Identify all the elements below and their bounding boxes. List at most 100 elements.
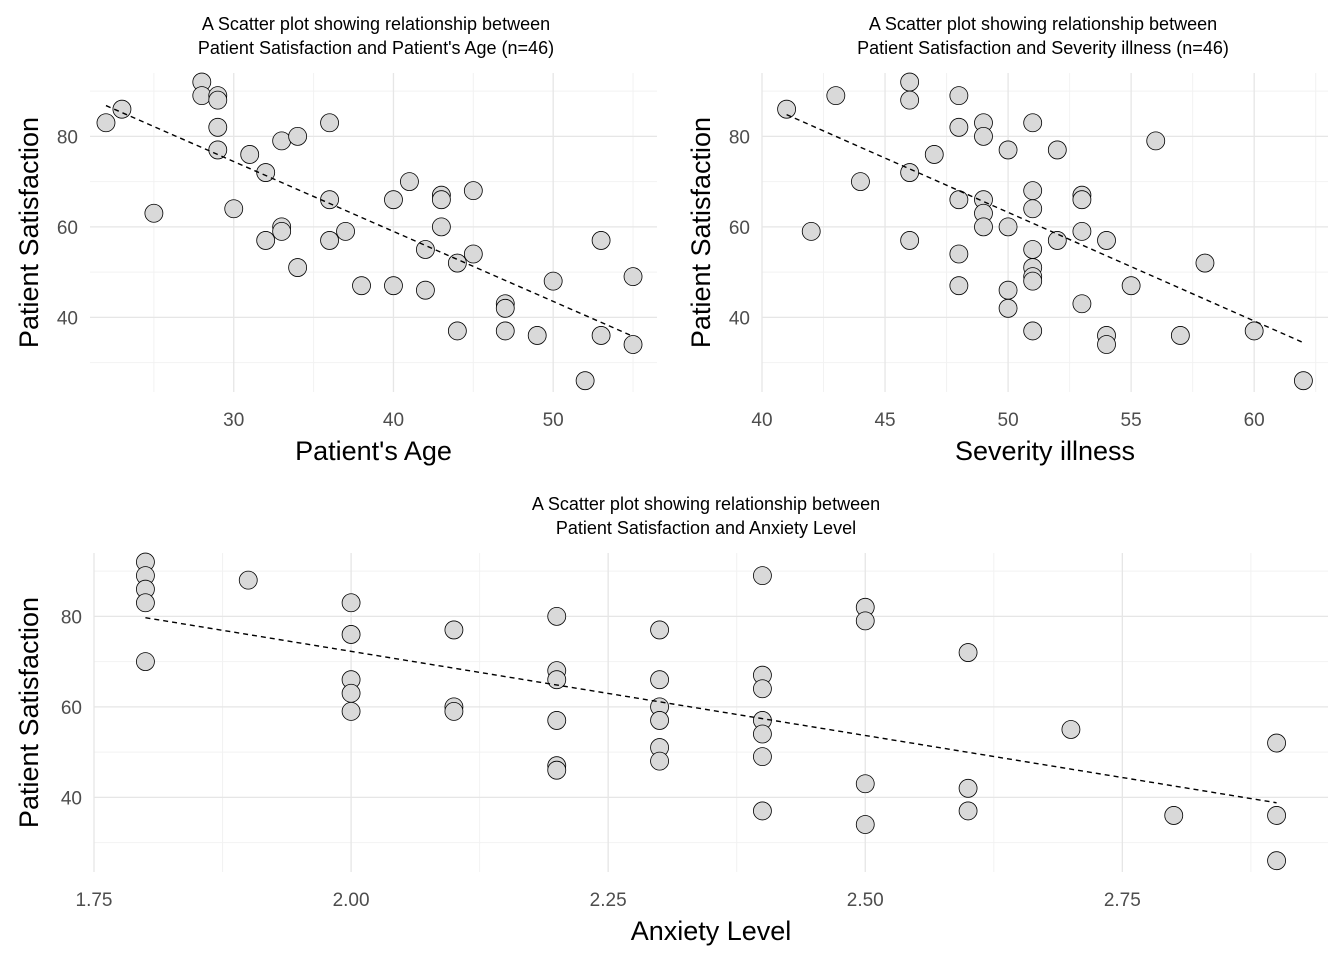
data-point [900,72,920,92]
x-axis-label: Anxiety Level [631,916,792,946]
data-point [495,321,515,341]
data-point [650,751,669,771]
data-point [320,190,339,210]
x-tick-label: 1.75 [76,890,113,911]
data-point [192,86,212,106]
data-point [463,244,483,264]
data-point [958,643,978,662]
data-point [1061,720,1081,739]
data-point [384,276,403,296]
data-point [447,321,467,341]
y-tick-label: 80 [57,127,78,148]
y-tick-label: 40 [61,788,82,809]
data-point [1267,806,1286,825]
data-point [256,163,276,182]
data-point [949,117,969,137]
data-point [855,774,875,794]
y-tick-label: 80 [61,607,82,628]
data-point [341,625,361,644]
data-point [591,231,611,250]
data-point [623,335,643,354]
data-point [112,99,132,119]
data-point [1023,199,1043,219]
data-point [650,620,669,640]
data-point [1023,181,1043,201]
x-tick-label: 40 [383,410,404,431]
data-point [753,566,772,586]
data-point [974,126,993,146]
data-point [900,231,920,250]
data-point [1146,131,1166,151]
data-point [547,670,567,690]
data-point [958,778,978,798]
x-tick-label: 40 [751,410,772,431]
chart-title-line-1: A Scatter plot showing relationship betw… [202,14,550,34]
data-point [288,258,308,277]
data-point [416,280,435,300]
x-tick-label: 60 [1244,410,1265,431]
data-point [341,593,361,613]
data-point [136,652,155,671]
data-point [208,117,228,137]
data-point [431,217,451,237]
data-point [547,711,567,730]
chart-title-line-2: Patient Satisfaction and Severity illnes… [857,38,1229,58]
data-point [650,711,669,730]
data-point [1097,231,1116,250]
data-point [1293,371,1313,391]
data-point [384,190,403,210]
data-point [949,244,969,264]
x-tick-label: 55 [1121,410,1142,431]
data-point [224,199,244,219]
data-point [777,99,797,119]
data-point [998,280,1018,300]
data-point [826,86,846,106]
data-point [575,371,595,391]
data-point [136,593,155,613]
data-point [352,276,371,296]
chart-panel-2: 40 45 50 55 60 40 60 80 A Scatter plot showing r… [686,14,1328,466]
y-axis-label: Patient Satisfaction [14,117,44,348]
data-point [1244,321,1264,341]
data-point [1072,221,1092,241]
data-point [527,326,547,345]
data-point [547,760,567,780]
y-axis-label: Patient Satisfaction [14,597,44,828]
data-point [591,326,611,345]
x-tick-label: 2.25 [590,890,627,911]
x-tick-label: 2.75 [1104,890,1141,911]
data-points [777,72,1313,391]
data-point [1121,276,1141,296]
data-point [1164,806,1184,825]
data-point [949,190,969,210]
trend-line [145,617,1277,804]
chart-title-line-2: Patient Satisfaction and Patient's Age (… [198,38,554,58]
data-point [256,231,276,250]
data-point [547,606,567,626]
data-point [851,172,870,191]
data-point [949,86,969,106]
y-tick-label: 40 [729,308,750,329]
data-point [1267,851,1286,871]
data-point [753,679,772,699]
data-point [288,126,308,146]
data-point [753,801,772,821]
data-point [444,620,464,640]
chart-panel-3: 1.75 2.00 2.25 2.50 2.75 40 60 80 A Scatter plot… [14,494,1328,946]
data-point [431,190,451,210]
chart-title-line-1: A Scatter plot showing relationship betw… [532,494,880,514]
data-point [753,724,772,744]
x-tick-label: 45 [874,410,895,431]
y-axis-label: Patient Satisfaction [686,117,716,348]
data-point [801,221,821,241]
data-point [444,701,464,721]
data-point [900,90,920,110]
chart-title-line-2: Patient Satisfaction and Anxiety Level [556,518,856,538]
data-point [1047,140,1067,160]
data-point [1023,240,1043,259]
data-point [1195,253,1215,273]
data-point [958,801,978,821]
trend-line [786,113,1304,344]
data-point [1267,733,1286,753]
